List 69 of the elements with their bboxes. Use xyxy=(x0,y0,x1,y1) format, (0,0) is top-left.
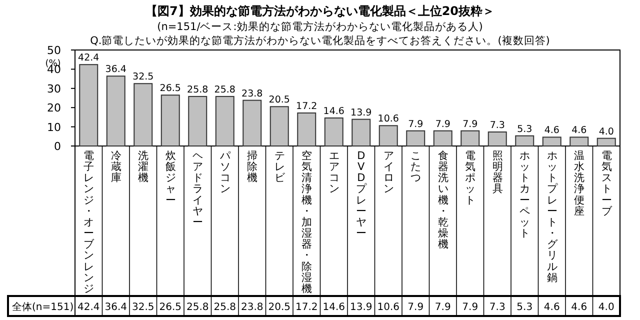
text: 14.6 xyxy=(323,106,344,117)
data-label: 32.5 xyxy=(132,302,154,313)
y-tick-label: 20 xyxy=(47,102,61,115)
x-tick-label: こたつ xyxy=(410,150,421,184)
y-tick-label: 0 xyxy=(54,140,61,153)
text: 全体(n=151) xyxy=(12,301,74,313)
data-label: 4.0 xyxy=(598,302,614,313)
text: 7.9 xyxy=(435,118,450,130)
text: Q.節電したいが効果的な節電方法がわからない電化製品をすべてお答えください。(複数回答) xyxy=(90,35,550,47)
text: 13.9 xyxy=(350,107,372,118)
x-tick-label: 食器洗い機・乾燥機 xyxy=(438,150,448,251)
x-tick-label: DVDプレーヤー xyxy=(356,150,366,240)
chart-subtitle: (n=151/ベース:効果的な節電方法がわからない電化製品がある人) xyxy=(156,20,484,34)
y-tick-label: 10 xyxy=(47,120,61,134)
data-label: 7.3 xyxy=(489,302,506,313)
text: 4.6 xyxy=(544,125,560,136)
data-label: 5.3 xyxy=(516,302,533,313)
data-label: 4.6 xyxy=(571,302,588,313)
data-label: 13.9 xyxy=(350,302,372,313)
text: 7.9 xyxy=(462,118,478,130)
data-label: 23.8 xyxy=(240,302,264,313)
x-tick-label: パソコン xyxy=(220,150,230,196)
text: 42.4 xyxy=(78,52,100,64)
data-label: 25.8 xyxy=(186,302,209,313)
text: 26.5 xyxy=(160,83,181,94)
text: 32.5 xyxy=(132,72,154,83)
data-label: 36.4 xyxy=(104,302,128,313)
x-tick-label: 電気ストーブ xyxy=(601,150,612,218)
y-tick-label: 50 xyxy=(47,44,61,57)
x-tick-label: 掃除機 xyxy=(247,150,258,184)
data-label: 4.6 xyxy=(544,302,560,313)
x-tick-label: 冷蔵庫 xyxy=(110,150,121,184)
text: 4.0 xyxy=(598,126,614,138)
x-tick-label: エアコン xyxy=(328,150,339,196)
x-tick-label: 温水洗浄便座 xyxy=(574,150,584,218)
text: 25.8 xyxy=(214,84,236,96)
data-label: 10.6 xyxy=(377,302,400,313)
text: 20.5 xyxy=(268,94,290,106)
x-tick-label: テレビ xyxy=(274,150,284,184)
chart-title: 【図7】効果的な節電方法がわからない電化製品＜上位20抜粋＞ xyxy=(144,3,496,20)
text: 5.3 xyxy=(517,124,532,135)
data-label: 42.4 xyxy=(77,302,100,313)
data-label: 7.9 xyxy=(434,302,451,313)
y-tick-label: 30 xyxy=(47,82,61,96)
x-tick-label: ホットカーペット xyxy=(520,150,530,240)
text: 25.8 xyxy=(187,84,208,96)
data-label: 17.2 xyxy=(295,302,318,313)
text: 7.3 xyxy=(490,120,505,131)
text: 10.6 xyxy=(378,114,399,125)
x-tick-label: 洗濯機 xyxy=(138,150,148,184)
x-tick-label: ヘアドライヤー xyxy=(192,150,203,228)
x-tick-label: 電気ポット xyxy=(465,150,476,206)
data-label: 7.9 xyxy=(462,302,478,313)
text: 23.8 xyxy=(242,88,263,100)
data-label: 14.6 xyxy=(322,302,346,313)
text: 17.2 xyxy=(296,100,318,112)
x-tick-label: ホットプレート・グリル鍋 xyxy=(546,150,557,284)
x-tick-label: アイロン xyxy=(383,150,394,196)
text: 4.6 xyxy=(572,125,587,136)
x-tick-label: 照明器具 xyxy=(492,150,502,196)
text: 7.9 xyxy=(408,118,424,130)
x-tick-label: 空気清浄機・加湿器・除湿機 xyxy=(302,150,312,295)
data-label: 7.9 xyxy=(408,302,424,313)
data-label: 25.8 xyxy=(214,302,236,313)
data-label: 26.5 xyxy=(159,302,182,313)
x-tick-label: 電子レンジ・オーブンレンジ xyxy=(84,150,94,295)
x-tick-label: 炊飯ジャー xyxy=(165,150,176,206)
data-label: 20.5 xyxy=(268,302,291,313)
text: 36.4 xyxy=(105,64,126,76)
